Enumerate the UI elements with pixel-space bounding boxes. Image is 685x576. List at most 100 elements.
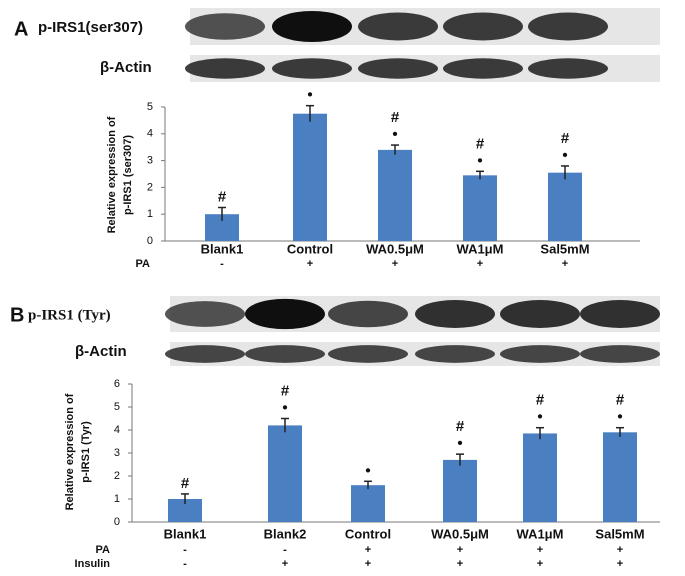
y-tick-label: 4 bbox=[147, 128, 153, 140]
blot-label: p-IRS1 (Tyr) bbox=[28, 307, 111, 323]
significance-mark: # bbox=[218, 188, 227, 205]
y-tick-label: 2 bbox=[114, 470, 120, 482]
treatment-sign: + bbox=[365, 544, 371, 556]
y-tick-label: 6 bbox=[114, 378, 120, 390]
treatment-sign: + bbox=[457, 544, 463, 556]
blot-band bbox=[328, 300, 408, 328]
treatment-name: PA bbox=[96, 544, 111, 556]
x-tick-label: WA0.5μM bbox=[366, 241, 424, 256]
blot-band bbox=[165, 345, 245, 363]
y-axis-label: p-IRS1 (ser307) bbox=[122, 135, 134, 215]
y-axis-label: p-IRS1 (Tyr) bbox=[80, 421, 92, 483]
significance-mark: # bbox=[476, 135, 485, 152]
significance-mark: • bbox=[282, 399, 287, 416]
blot-band bbox=[165, 301, 245, 327]
significance-mark: • bbox=[307, 87, 312, 104]
blot-band bbox=[443, 12, 523, 41]
significance-mark: • bbox=[562, 147, 567, 164]
blot-band bbox=[358, 12, 438, 41]
x-tick-label: Control bbox=[287, 241, 333, 256]
treatment-sign: + bbox=[457, 558, 463, 570]
y-axis-label: Relative expression of bbox=[106, 116, 118, 233]
blot-band bbox=[358, 58, 438, 79]
bar bbox=[351, 485, 385, 522]
blot-label: p-IRS1(ser307) bbox=[38, 19, 143, 36]
significance-mark: # bbox=[561, 130, 570, 147]
treatment-sign: + bbox=[307, 258, 313, 270]
treatment-sign: + bbox=[537, 558, 543, 570]
x-tick-label: Control bbox=[345, 526, 391, 541]
treatment-name: PA bbox=[136, 258, 151, 270]
significance-mark: • bbox=[392, 126, 397, 143]
x-tick-label: WA1μM bbox=[517, 526, 564, 541]
blot-band bbox=[245, 298, 325, 330]
x-tick-label: Blank1 bbox=[201, 241, 244, 256]
treatment-sign: + bbox=[562, 258, 568, 270]
bar bbox=[268, 425, 302, 522]
treatment-sign: + bbox=[617, 544, 623, 556]
treatment-sign: + bbox=[617, 558, 623, 570]
blot-band bbox=[245, 345, 325, 363]
blot-label: β-Actin bbox=[100, 59, 152, 76]
y-tick-label: 1 bbox=[147, 208, 153, 220]
significance-mark: # bbox=[181, 475, 190, 492]
blot-band bbox=[528, 12, 608, 41]
blot-band bbox=[328, 345, 408, 363]
significance-mark: • bbox=[477, 152, 482, 169]
treatment-sign: - bbox=[220, 258, 224, 270]
blot-label: β-Actin bbox=[75, 343, 127, 360]
blot-band bbox=[272, 58, 352, 79]
treatment-sign: + bbox=[477, 258, 483, 270]
bar bbox=[443, 459, 477, 522]
significance-mark: # bbox=[391, 109, 400, 126]
significance-mark: • bbox=[537, 409, 542, 426]
significance-mark: • bbox=[457, 435, 462, 452]
blot-band bbox=[415, 345, 495, 363]
y-axis-label: Relative expression of bbox=[64, 393, 76, 510]
significance-mark: # bbox=[281, 382, 290, 399]
significance-mark: # bbox=[536, 392, 545, 409]
treatment-sign: + bbox=[365, 558, 371, 570]
x-tick-label: WA1μM bbox=[457, 241, 504, 256]
bar bbox=[603, 432, 637, 522]
bar bbox=[168, 499, 202, 522]
blot-band bbox=[580, 345, 660, 363]
bar bbox=[523, 433, 557, 522]
y-tick-label: 4 bbox=[114, 424, 120, 436]
significance-mark: # bbox=[616, 392, 625, 409]
blot-band bbox=[272, 10, 352, 43]
x-tick-label: Sal5mM bbox=[540, 241, 589, 256]
bar bbox=[548, 172, 582, 241]
y-tick-label: 3 bbox=[147, 155, 153, 167]
significance-mark: • bbox=[365, 462, 370, 479]
blot-band bbox=[580, 300, 660, 328]
blot-band bbox=[415, 300, 495, 328]
y-tick-label: 0 bbox=[114, 516, 120, 528]
panel-label: A bbox=[14, 18, 28, 40]
blot-band bbox=[443, 58, 523, 79]
blot-band bbox=[528, 58, 608, 79]
treatment-sign: - bbox=[183, 544, 187, 556]
blot-band bbox=[185, 13, 265, 40]
bar bbox=[378, 149, 412, 241]
y-tick-label: 1 bbox=[114, 493, 120, 505]
x-tick-label: Blank1 bbox=[164, 526, 207, 541]
treatment-sign: - bbox=[183, 558, 187, 570]
x-tick-label: Sal5mM bbox=[595, 526, 644, 541]
blot-band bbox=[185, 58, 265, 79]
y-tick-label: 0 bbox=[147, 235, 153, 247]
blot-band bbox=[500, 300, 580, 328]
treatment-name: Insulin bbox=[75, 558, 111, 570]
significance-mark: • bbox=[617, 409, 622, 426]
blot-band bbox=[500, 345, 580, 363]
treatment-sign: + bbox=[392, 258, 398, 270]
x-tick-label: WA0.5μM bbox=[431, 526, 489, 541]
y-tick-label: 5 bbox=[147, 101, 153, 113]
x-tick-label: Blank2 bbox=[264, 526, 307, 541]
y-tick-label: 3 bbox=[114, 447, 120, 459]
y-tick-label: 5 bbox=[114, 401, 120, 413]
treatment-sign: + bbox=[282, 558, 288, 570]
